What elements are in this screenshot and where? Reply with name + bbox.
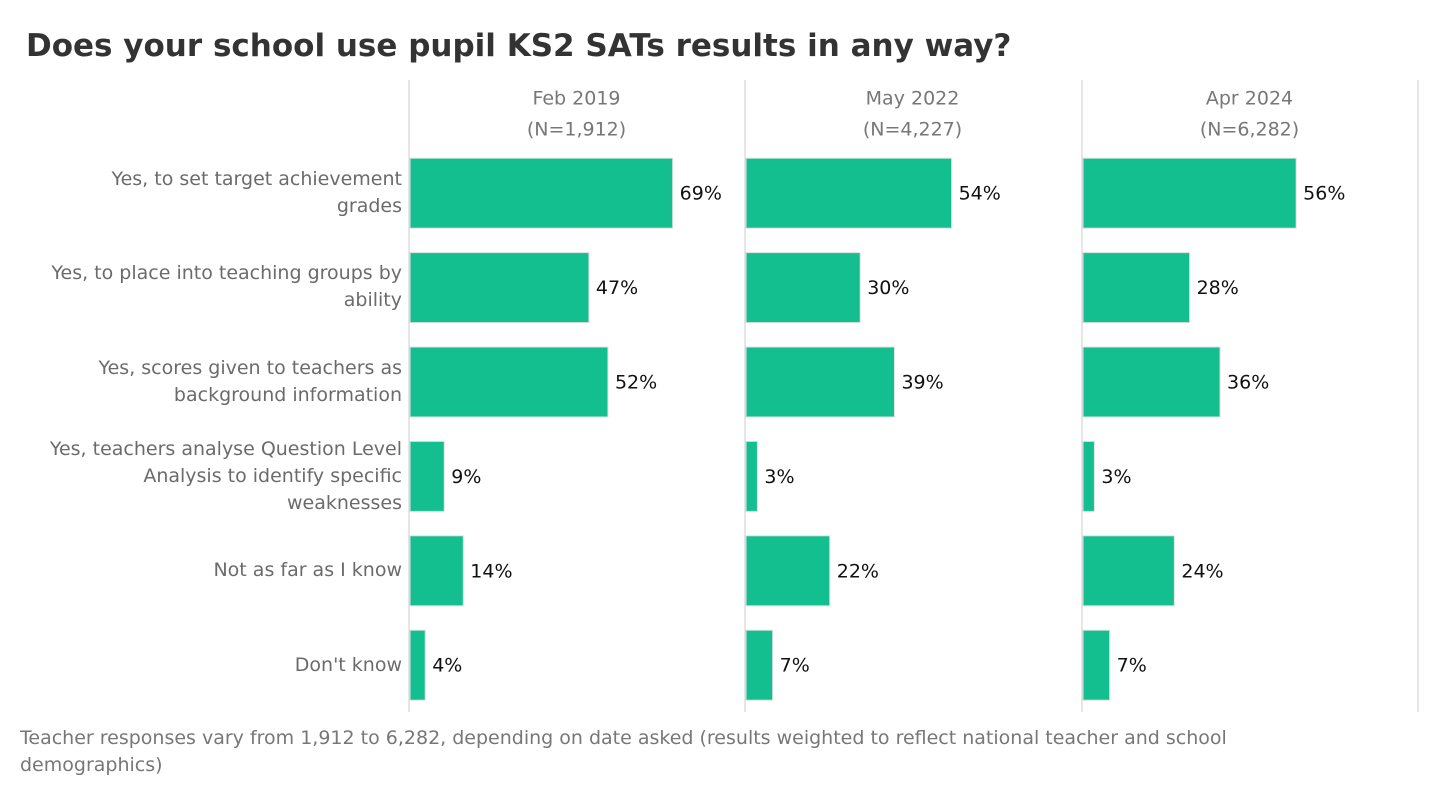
- value-label: 22%: [837, 560, 879, 582]
- panel-subtitle: (N=1,912): [527, 119, 626, 141]
- bar: [1082, 440, 1095, 512]
- bar: [1082, 535, 1175, 607]
- panel-title: Feb 2019: [532, 88, 620, 110]
- value-label: 36%: [1227, 372, 1269, 394]
- value-label: 3%: [764, 466, 794, 488]
- value-label: 4%: [432, 655, 462, 677]
- bar: [1082, 157, 1297, 229]
- value-label: 7%: [780, 655, 810, 677]
- bar: [745, 629, 774, 701]
- chart-note: Teacher responses vary from 1,912 to 6,2…: [20, 727, 1227, 776]
- category-text: Yes, to place into teaching groups by ab…: [51, 262, 402, 312]
- category-text: Not as far as I know: [213, 559, 402, 582]
- value-label: 7%: [1117, 655, 1147, 677]
- category-label: Don't know: [30, 618, 402, 712]
- category-label: Yes, to place into teaching groups by ab…: [30, 240, 402, 334]
- bar: [409, 440, 445, 512]
- value-label: 30%: [867, 277, 909, 299]
- value-label: 52%: [615, 372, 657, 394]
- panel-title: Apr 2024: [1206, 88, 1293, 110]
- bar: [409, 629, 426, 701]
- bar: [745, 346, 895, 418]
- value-label: 47%: [596, 277, 638, 299]
- category-text: Yes, to set target achievement grades: [111, 168, 402, 217]
- bar: [745, 440, 758, 512]
- chart-title: Does your school use pupil KS2 SATs resu…: [26, 28, 1012, 64]
- value-label: 69%: [680, 183, 722, 205]
- panel-subtitle: (N=4,227): [863, 119, 962, 141]
- category-text: Yes, scores given to teachers as backgro…: [98, 356, 402, 406]
- value-label: 28%: [1197, 277, 1239, 299]
- value-label: 9%: [451, 466, 481, 488]
- category-label: Yes, teachers analyse Question Level Ana…: [30, 429, 402, 523]
- category-label: Yes, scores given to teachers as backgro…: [30, 335, 402, 429]
- bar: [409, 346, 609, 418]
- bar: [409, 157, 674, 229]
- category-label: Not as far as I know: [30, 524, 402, 618]
- bar: [409, 252, 590, 324]
- category-text: Don't know: [294, 653, 402, 676]
- value-label: 14%: [470, 560, 512, 582]
- bar: [745, 157, 953, 229]
- bar: [1082, 629, 1111, 701]
- value-label: 54%: [959, 183, 1001, 205]
- bar: [745, 535, 831, 607]
- value-label: 24%: [1181, 560, 1223, 582]
- value-label: 3%: [1101, 466, 1131, 488]
- bar: [745, 252, 861, 324]
- bar: [1082, 346, 1221, 418]
- panel-subtitle: (N=6,282): [1200, 119, 1299, 141]
- value-label: 39%: [901, 372, 943, 394]
- category-label: Yes, to set target achievement grades: [30, 146, 402, 240]
- value-label: 56%: [1303, 183, 1345, 205]
- panel-title: May 2022: [866, 88, 960, 110]
- category-text: Yes, teachers analyse Question Level Ana…: [49, 437, 402, 514]
- bar: [1082, 252, 1191, 324]
- bar: [409, 535, 464, 607]
